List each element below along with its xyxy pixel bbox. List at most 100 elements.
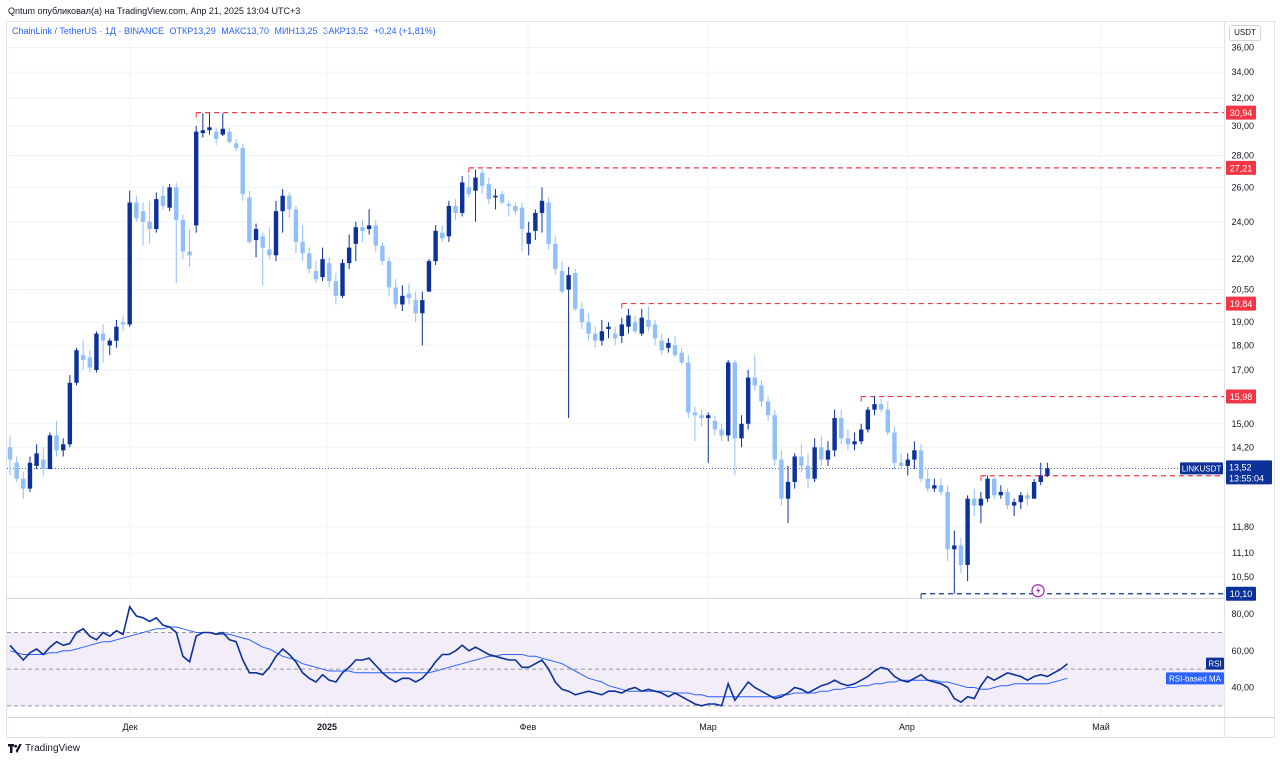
candle-body: [579, 308, 585, 323]
legend-low: МИН13,25: [274, 26, 318, 36]
candle-body: [1018, 495, 1023, 503]
level-price-text: 30,94: [1230, 108, 1253, 118]
candle-body: [666, 343, 671, 348]
candle-body: [832, 418, 837, 451]
level-price-text: 19,84: [1230, 299, 1253, 309]
candle-body: [978, 498, 984, 506]
published-byline: Qntum опубликовал(а) на TradingView.com,…: [8, 6, 301, 16]
candle-body: [712, 420, 718, 430]
candle-body: [1025, 495, 1030, 499]
candle-body: [80, 355, 86, 360]
symbol-legend[interactable]: ChainLink / TetherUS · 1Д · BINANCE ОТКР…: [12, 26, 439, 36]
candle-body: [400, 295, 405, 305]
candle-body: [293, 209, 299, 242]
time-tick-label: Май: [1092, 722, 1110, 732]
rsi-tick-label: 80,00: [1231, 609, 1254, 619]
candle-body: [140, 211, 146, 222]
price-tick-label: 34,00: [1231, 67, 1254, 77]
candle-body: [972, 498, 977, 506]
price-tick-label: 28,00: [1231, 151, 1254, 161]
candle-body: [47, 435, 53, 470]
candle-body: [353, 227, 358, 244]
candle-body: [925, 478, 930, 489]
candle-body: [932, 485, 937, 489]
candle-body: [433, 230, 438, 262]
candle-body: [493, 195, 498, 198]
candle-body: [739, 423, 744, 439]
candle-body: [21, 478, 26, 489]
candle-body: [679, 352, 684, 363]
chart-frame: [6, 21, 1275, 738]
candle-body: [346, 247, 352, 264]
candle-body: [559, 271, 565, 292]
candle-body: [626, 315, 631, 327]
candle-body: [227, 131, 232, 142]
tradingview-footer[interactable]: TradingView: [8, 743, 80, 754]
grid: [7, 22, 1274, 737]
price-tick-label: 32,00: [1231, 93, 1254, 103]
candle-body: [366, 225, 372, 230]
candle-body: [167, 187, 172, 208]
candle-body: [247, 197, 252, 242]
rsi-band: [7, 632, 1224, 707]
candle-body: [952, 545, 957, 550]
candle-body: [519, 207, 525, 230]
time-tick-label: 2025: [317, 722, 337, 732]
legend-close: ЗАКР13,52: [323, 26, 369, 36]
current-price-text: 13,52: [1229, 462, 1252, 472]
candle-body: [386, 261, 392, 288]
candle-body: [992, 478, 997, 496]
candle-body: [819, 447, 824, 460]
candle-body: [765, 401, 771, 416]
candle-body: [360, 227, 365, 231]
candle-body: [200, 130, 206, 134]
candle-body: [706, 415, 711, 419]
candle-body: [852, 441, 857, 445]
candle-body: [220, 128, 225, 135]
candle-body: [499, 194, 505, 203]
rsi-ma-line: [9, 626, 1068, 698]
candle-body: [320, 259, 325, 278]
level-price-badge: [1226, 296, 1256, 311]
candle-body: [7, 447, 13, 460]
candle-body: [380, 245, 385, 262]
candle-body: [313, 271, 319, 280]
candle-body: [619, 324, 624, 336]
level-price-text: 27,21: [1230, 163, 1253, 173]
alert-lightning-icon: [1036, 586, 1041, 595]
rsi-tick-label: 40,00: [1231, 683, 1254, 693]
candle-body: [659, 340, 664, 351]
price-tick-label: 14,20: [1231, 442, 1254, 452]
candle-body: [174, 187, 179, 220]
current-price-badge: [1226, 460, 1272, 485]
candle-body: [898, 462, 904, 466]
candle-body: [606, 326, 611, 330]
candle-body: [127, 202, 132, 325]
candle-body: [965, 498, 970, 565]
level-price-badge: [1226, 389, 1256, 404]
candle-body: [845, 438, 851, 445]
candle-body: [160, 195, 166, 206]
candles: [7, 113, 1050, 594]
price-tick-label: 17,00: [1231, 365, 1254, 375]
candle-body: [745, 377, 751, 424]
candle-body: [792, 456, 797, 482]
price-tick-label: 11,10: [1232, 548, 1254, 558]
time-tick-label: Мар: [699, 722, 717, 732]
candle-body: [1038, 475, 1043, 482]
footer-brand: TradingView: [25, 743, 81, 754]
candle-body: [213, 131, 219, 139]
rsi-band-fill: [7, 632, 1224, 706]
candle-body: [785, 481, 791, 499]
level-price-text: 10,10: [1230, 589, 1253, 599]
currency-unit-button[interactable]: USDT: [1229, 25, 1261, 41]
candle-body: [453, 205, 458, 213]
candle-body: [473, 177, 478, 191]
tradingview-logo-icon: [8, 744, 22, 753]
candle-body: [958, 545, 964, 565]
price-tick-label: 11,80: [1232, 522, 1254, 532]
candle-body: [533, 212, 538, 231]
candle-body: [672, 345, 678, 356]
rsi-ma-label-text: RSI-based MA: [1169, 674, 1222, 683]
